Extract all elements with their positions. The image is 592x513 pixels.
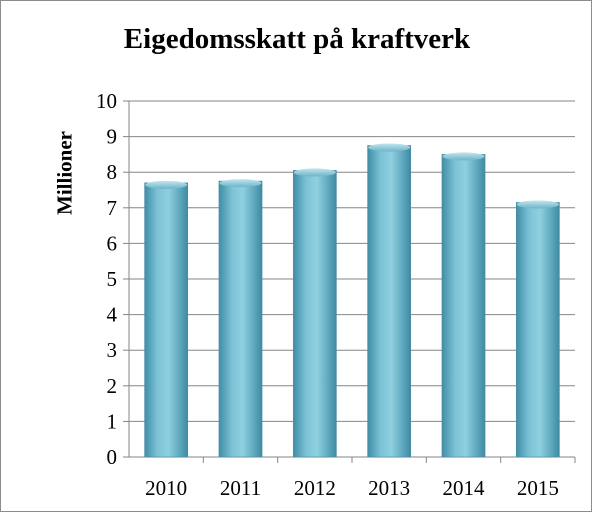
y-tick-label: 7 bbox=[107, 196, 118, 220]
bar-highlight-2011 bbox=[219, 179, 262, 188]
bar-2011 bbox=[218, 180, 263, 458]
y-tick-label: 5 bbox=[107, 267, 118, 291]
bar-2014 bbox=[441, 154, 486, 458]
bar-2013 bbox=[367, 145, 412, 458]
bar-highlight-2015 bbox=[516, 200, 559, 209]
y-tick-label: 10 bbox=[96, 89, 117, 113]
y-tick-label: 1 bbox=[107, 409, 118, 433]
y-tick-label: 6 bbox=[107, 231, 118, 255]
x-tick-label: 2012 bbox=[294, 476, 336, 500]
y-tick-label: 2 bbox=[107, 374, 118, 398]
chart-title: Eigedomsskatt på kraftverk bbox=[123, 23, 471, 55]
x-tick-label: 2014 bbox=[443, 476, 486, 500]
bar-2010 bbox=[144, 182, 189, 458]
y-tick-label: 9 bbox=[107, 125, 118, 149]
y-tick-label: 4 bbox=[107, 303, 118, 327]
y-tick-label: 3 bbox=[107, 338, 118, 362]
y-tick-label: 8 bbox=[107, 160, 118, 184]
x-tick-label: 2010 bbox=[145, 476, 187, 500]
x-tick-label: 2013 bbox=[368, 476, 410, 500]
bar-2015 bbox=[515, 202, 560, 458]
bar-highlight-2010 bbox=[145, 180, 188, 189]
x-tick-label: 2011 bbox=[220, 476, 261, 500]
y-tick-label: 0 bbox=[107, 445, 118, 469]
bar-2012 bbox=[292, 170, 337, 458]
bar-highlight-2014 bbox=[442, 152, 485, 161]
bar-highlight-2012 bbox=[293, 168, 336, 177]
x-tick-label: 2015 bbox=[517, 476, 559, 500]
bar-highlight-2013 bbox=[368, 143, 411, 152]
